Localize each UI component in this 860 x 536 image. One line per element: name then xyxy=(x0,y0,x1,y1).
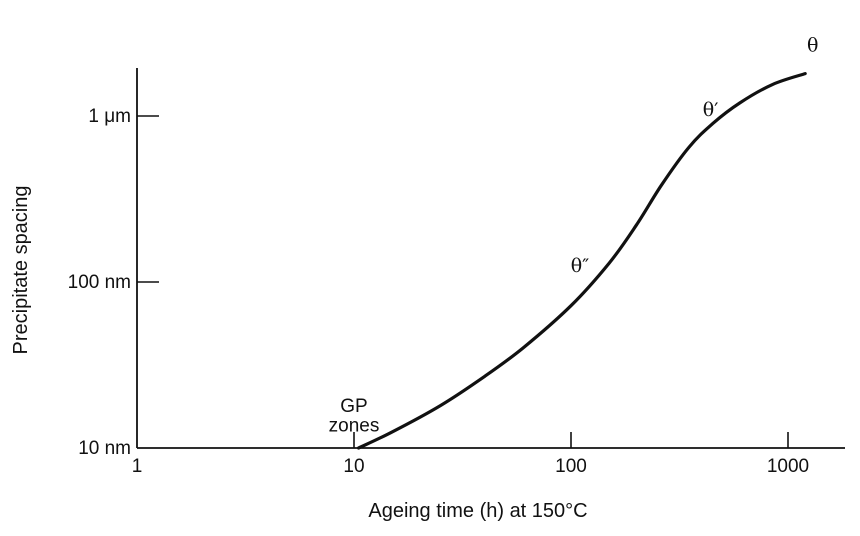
y-tick-label: 10 nm xyxy=(78,438,131,459)
y-tick-label: 1 μm xyxy=(88,106,131,127)
y-axis-title: Precipitate spacing xyxy=(10,186,32,355)
curve-annotation: zones xyxy=(329,415,380,436)
axes xyxy=(136,68,845,449)
ageing-curve xyxy=(357,72,807,450)
x-tick-label: 1000 xyxy=(767,456,809,477)
x-axis-title: Ageing time (h) at 150°C xyxy=(368,500,587,522)
curve-annotation: GP xyxy=(340,396,367,417)
curve-annotation: θ′ xyxy=(703,99,719,121)
ticks: 1 10 100 1000 10 nm 100 nm 1 μm xyxy=(68,106,810,477)
x-tick-label: 100 xyxy=(555,456,587,477)
curve-annotation: θ xyxy=(807,34,818,56)
curve-annotation: θ″ xyxy=(571,255,590,277)
x-tick-label: 10 xyxy=(343,456,364,477)
x-tick-label: 1 xyxy=(132,456,143,477)
y-tick-label: 100 nm xyxy=(68,272,131,293)
